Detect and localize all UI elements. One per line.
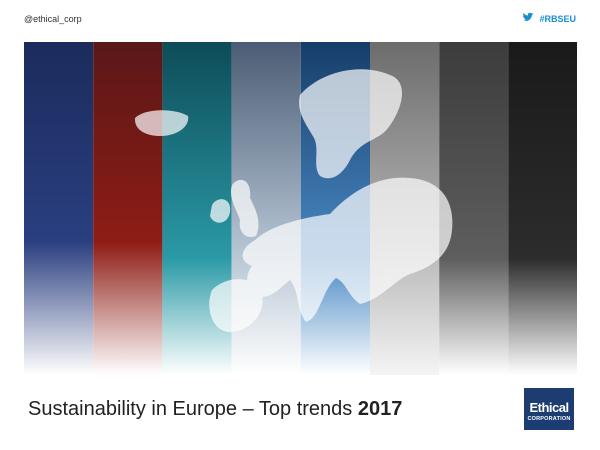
stripe — [24, 42, 94, 375]
stripe — [439, 42, 509, 375]
report-title: Sustainability in Europe – Top trends 20… — [28, 398, 402, 421]
logo-subword: CORPORATION — [527, 416, 571, 422]
stripe — [508, 42, 577, 375]
title-year: 2017 — [357, 398, 403, 420]
europe-map — [134, 69, 453, 333]
twitter-icon — [523, 12, 534, 21]
hashtag: #RBSEU — [539, 14, 576, 24]
stripe — [93, 42, 163, 375]
title-text: Sustainability in Europe – Top trends — [28, 398, 353, 420]
logo-word: Ethical — [529, 400, 569, 415]
publisher-logo: Ethical CORPORATION — [524, 388, 574, 430]
twitter-handle: @ethical_corp — [24, 14, 82, 24]
